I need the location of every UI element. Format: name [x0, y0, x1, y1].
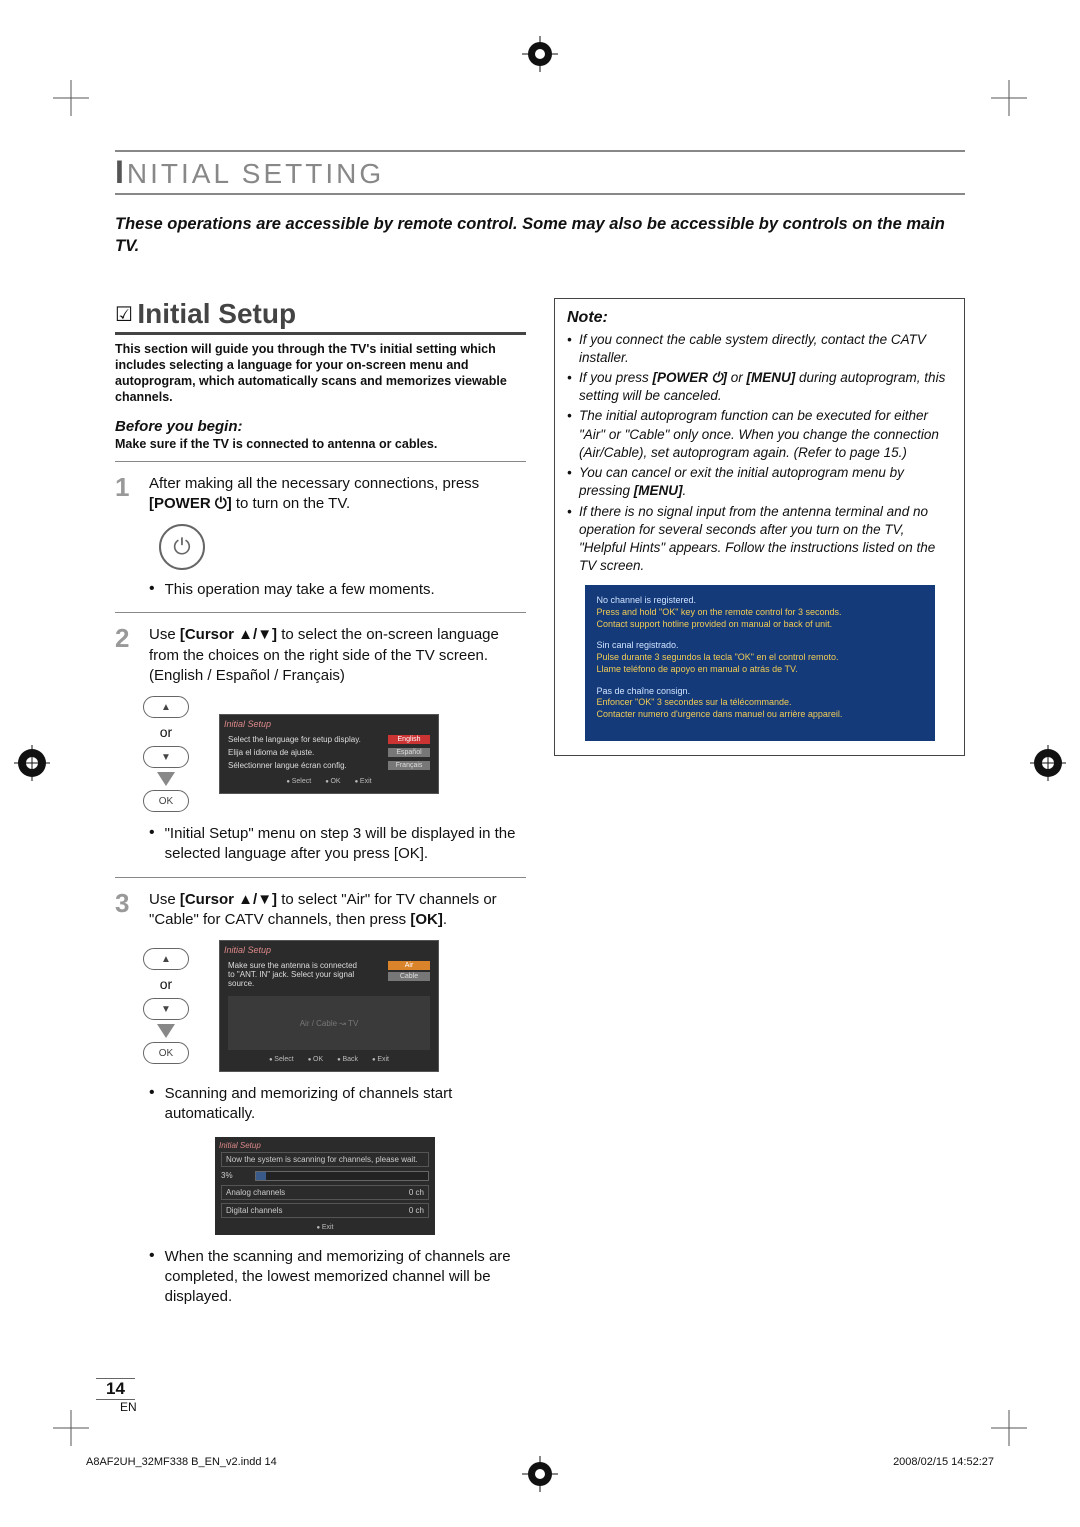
- air-cable-screen: Initial Setup Make sure the antenna is c…: [219, 940, 439, 1072]
- or-label: or: [160, 976, 172, 992]
- registration-mark: [522, 36, 558, 77]
- note-item: If you connect the cable system directly…: [567, 331, 952, 367]
- footer-timestamp: 2008/02/15 14:52:27: [893, 1456, 994, 1468]
- page-number: 14: [96, 1378, 135, 1400]
- cursor-up-button: ▲: [143, 948, 189, 970]
- crop-mark: [991, 1410, 1027, 1446]
- step-number: 2: [115, 625, 139, 686]
- left-column: ☑ Initial Setup This section will guide …: [115, 298, 526, 1320]
- page-lang: EN: [120, 1400, 137, 1414]
- step-3: 3 Use [Cursor ▲/▼] to select "Air" for T…: [115, 890, 526, 931]
- lead-text: This section will guide you through the …: [115, 341, 526, 406]
- cursor-up-button: ▲: [143, 696, 189, 718]
- registration-mark: [522, 1456, 558, 1497]
- before-you-begin-label: Before you begin:: [115, 418, 526, 435]
- note-item: The initial autoprogram function can be …: [567, 407, 952, 462]
- power-icon: ⏻: [159, 524, 205, 570]
- language-select-screen: Initial Setup Select the language for se…: [219, 714, 439, 794]
- footer-filename: A8AF2UH_32MF338 B_EN_v2.indd 14: [86, 1456, 277, 1468]
- step-number: 3: [115, 890, 139, 931]
- step-2-illustration: ▲ or ▼ OK Initial Setup Select the langu…: [143, 696, 526, 812]
- step-3-illustration: ▲ or ▼ OK Initial Setup Make sure the an…: [143, 940, 526, 1072]
- step-1-bullet: •This operation may take a few moments.: [149, 580, 526, 600]
- remote-buttons: ▲ or ▼ OK: [143, 696, 189, 812]
- ok-button: OK: [143, 790, 189, 812]
- registration-mark: [1030, 745, 1066, 786]
- section-title-row: INITIAL SETTING: [115, 150, 965, 195]
- registration-mark: [14, 745, 50, 786]
- step-3-bullet-1: •Scanning and memorizing of channels sta…: [149, 1084, 526, 1125]
- step-2: 2 Use [Cursor ▲/▼] to select the on-scre…: [115, 625, 526, 686]
- makesure-text: Make sure if the TV is connected to ante…: [115, 437, 526, 462]
- intro-banner: These operations are accessible by remot…: [115, 213, 965, 258]
- right-column: Note: If you connect the cable system di…: [554, 298, 965, 1320]
- ok-button: OK: [143, 1042, 189, 1064]
- chevron-down-icon: [157, 772, 175, 786]
- crop-mark: [991, 80, 1027, 116]
- page-content: INITIAL SETTING These operations are acc…: [115, 150, 965, 1319]
- step-1: 1 After making all the necessary connect…: [115, 474, 526, 515]
- note-heading: Note:: [567, 309, 952, 327]
- step-number: 1: [115, 474, 139, 515]
- helpful-hints-screen: No channel is registered.Press and hold …: [585, 585, 935, 740]
- note-item: If there is no signal input from the ant…: [567, 503, 952, 576]
- chevron-down-icon: [157, 1024, 175, 1038]
- or-label: or: [160, 724, 172, 740]
- note-list: If you connect the cable system directly…: [567, 331, 952, 576]
- remote-buttons: ▲ or ▼ OK: [143, 948, 189, 1064]
- note-item: You can cancel or exit the initial autop…: [567, 464, 952, 500]
- scanning-screen: Initial Setup Now the system is scanning…: [215, 1137, 435, 1235]
- step-3-bullet-2: •When the scanning and memorizing of cha…: [149, 1247, 526, 1308]
- crop-mark: [53, 80, 89, 116]
- step-2-bullet: •"Initial Setup" menu on step 3 will be …: [149, 824, 526, 865]
- initial-setup-heading: ☑ Initial Setup: [115, 298, 526, 335]
- crop-mark: [53, 1410, 89, 1446]
- note-box: Note: If you connect the cable system di…: [554, 298, 965, 756]
- section-title: INITIAL SETTING: [115, 158, 384, 189]
- cursor-down-button: ▼: [143, 998, 189, 1020]
- note-item: If you press [POWER ⏻] or [MENU] during …: [567, 369, 952, 405]
- checkbox-icon: ☑: [115, 304, 133, 326]
- cursor-down-button: ▼: [143, 746, 189, 768]
- connection-diagram: Air / Cable ↝ TV: [228, 996, 430, 1050]
